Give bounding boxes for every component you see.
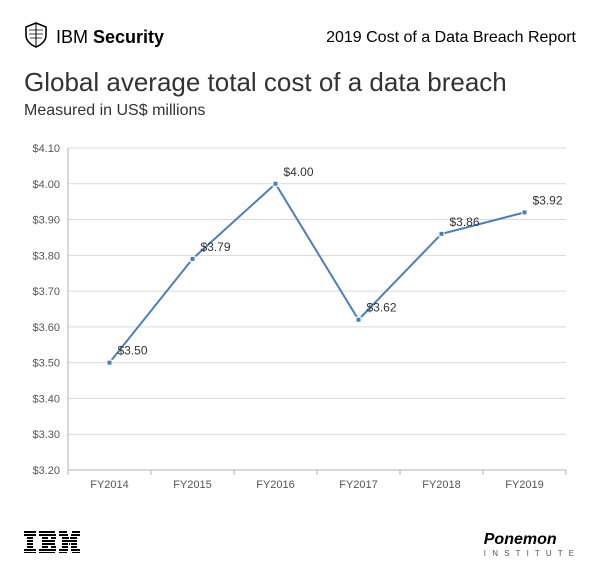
y-tick-label: $3.90 — [32, 215, 60, 227]
x-tick-label: FY2015 — [173, 479, 212, 491]
data-marker — [356, 317, 361, 322]
ponemon-logo: Ponemon I N S T I T U T E — [484, 531, 576, 558]
x-tick-label: FY2018 — [422, 479, 461, 491]
y-tick-label: $3.60 — [32, 322, 60, 334]
point-label: $3.50 — [118, 344, 148, 358]
x-tick-label: FY2019 — [505, 479, 544, 491]
point-label: $3.86 — [450, 215, 480, 229]
data-line — [110, 184, 525, 363]
y-tick-label: $4.00 — [32, 179, 60, 191]
point-label: $3.92 — [533, 193, 563, 207]
y-tick-label: $4.10 — [32, 143, 60, 155]
brand-prefix: IBM — [56, 27, 88, 47]
y-tick-label: $3.50 — [32, 358, 60, 370]
x-tick-label: FY2016 — [256, 479, 295, 491]
x-tick-label: FY2017 — [339, 479, 378, 491]
y-tick-label: $3.80 — [32, 250, 60, 262]
shield-icon — [24, 22, 48, 53]
point-label: $3.79 — [201, 240, 231, 254]
y-tick-label: $3.30 — [32, 429, 60, 441]
brand-text: IBM Security — [56, 27, 164, 48]
data-marker — [439, 231, 444, 236]
data-marker — [273, 181, 278, 186]
chart-subtitle: Measured in US$ millions — [24, 102, 576, 120]
chart-area: $3.20 $3.30 $3.40 $3.50 $3.60 $3.70 $3.80 $3.90… — [24, 138, 576, 519]
y-tick-label: $3.20 — [32, 465, 60, 477]
ponemon-label: Ponemon — [484, 531, 557, 548]
data-marker — [522, 210, 527, 215]
ibm-logo — [24, 531, 80, 558]
brand: IBM Security — [24, 22, 164, 53]
header: IBM Security 2019 Cost of a Data Breach … — [24, 22, 576, 53]
brand-suffix: Security — [93, 27, 164, 47]
y-tick-label: $3.70 — [32, 286, 60, 298]
x-tick-label: FY2014 — [90, 479, 129, 491]
point-label: $3.62 — [367, 301, 397, 315]
data-marker — [107, 360, 112, 365]
line-chart: $3.20 $3.30 $3.40 $3.50 $3.60 $3.70 $3.80 $3.90… — [24, 138, 576, 498]
chart-title: Global average total cost of a data brea… — [24, 67, 576, 98]
page-root: IBM Security 2019 Cost of a Data Breach … — [0, 0, 600, 570]
ponemon-sub: I N S T I T U T E — [484, 549, 576, 558]
report-title: 2019 Cost of a Data Breach Report — [326, 29, 576, 47]
y-tick-label: $3.40 — [32, 393, 60, 405]
footer: Ponemon I N S T I T U T E — [24, 519, 576, 558]
data-marker — [190, 256, 195, 261]
point-label: $4.00 — [284, 165, 314, 179]
